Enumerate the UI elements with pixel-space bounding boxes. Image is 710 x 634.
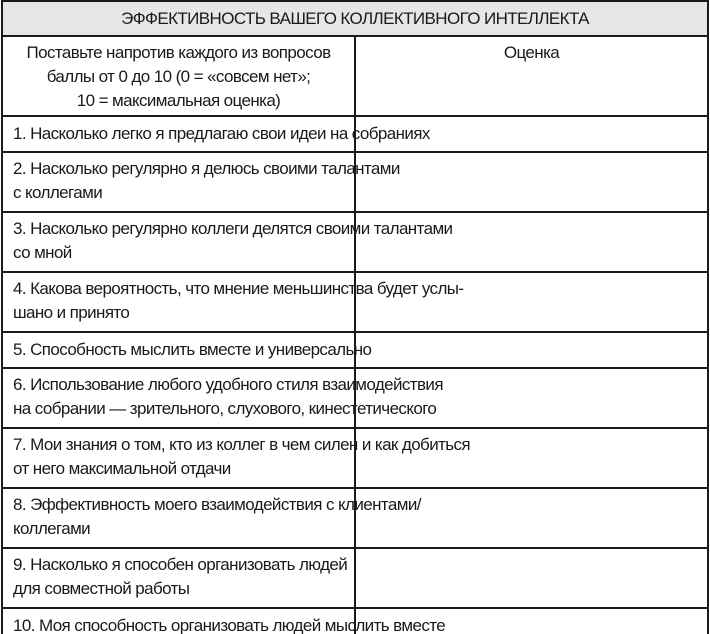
question-text: 1. Насколько легко я предлагаю свои идеи… bbox=[1, 115, 430, 153]
table-title-row: ЭФФЕКТИВНОСТЬ ВАШЕГО КОЛЛЕКТИВНОГО ИНТЕЛ… bbox=[1, 0, 709, 37]
instruction-header: Поставьте напротив каждого из вопросов б… bbox=[1, 35, 356, 117]
table-row: 10. Моя способность организовать людей м… bbox=[1, 607, 709, 634]
table-row: 3. Насколько регулярно коллеги делятся с… bbox=[1, 211, 709, 273]
table-header-row: Поставьте напротив каждого из вопросов б… bbox=[1, 35, 709, 117]
table-row: 6. Использование любого удобного стиля в… bbox=[1, 367, 709, 429]
score-cell[interactable] bbox=[354, 271, 709, 333]
table-row: 8. Эффективность моего взаимодействия с … bbox=[1, 487, 709, 549]
score-cell[interactable] bbox=[354, 331, 709, 369]
score-cell[interactable] bbox=[354, 367, 709, 429]
score-cell[interactable] bbox=[354, 115, 709, 153]
table-row: 1. Насколько легко я предлагаю свои идеи… bbox=[1, 115, 709, 153]
table-row: 2. Насколько регулярно я делюсь своими т… bbox=[1, 151, 709, 213]
table-row: 5. Способность мыслить вместе и универса… bbox=[1, 331, 709, 369]
score-cell[interactable] bbox=[354, 151, 709, 213]
question-text: 4. Какова вероятность, что мнение меньши… bbox=[1, 271, 464, 333]
score-cell[interactable] bbox=[354, 211, 709, 273]
score-cell[interactable] bbox=[354, 547, 709, 609]
table-row: 9. Насколько я способен организовать люд… bbox=[1, 547, 709, 609]
table-row: 7. Мои знания о том, кто из коллег в чем… bbox=[1, 427, 709, 489]
score-cell[interactable] bbox=[354, 427, 709, 489]
question-text: 8. Эффективность моего взаимодействия с … bbox=[1, 487, 421, 549]
question-text: 9. Насколько я способен организовать люд… bbox=[1, 547, 356, 609]
question-text: 7. Мои знания о том, кто из коллег в чем… bbox=[1, 427, 471, 489]
question-text: 2. Насколько регулярно я делюсь своими т… bbox=[1, 151, 400, 213]
score-cell[interactable] bbox=[354, 487, 709, 549]
question-text: 5. Способность мыслить вместе и универса… bbox=[1, 331, 372, 369]
score-cell[interactable] bbox=[354, 607, 709, 634]
question-text: 3. Насколько регулярно коллеги делятся с… bbox=[1, 211, 453, 273]
question-text: 6. Использование любого удобного стиля в… bbox=[1, 367, 444, 429]
table-title: ЭФФЕКТИВНОСТЬ ВАШЕГО КОЛЛЕКТИВНОГО ИНТЕЛ… bbox=[1, 0, 709, 37]
question-text: 10. Моя способность организовать людей м… bbox=[1, 607, 446, 634]
table-row: 4. Какова вероятность, что мнение меньши… bbox=[1, 271, 709, 333]
score-header: Оценка bbox=[354, 35, 709, 117]
